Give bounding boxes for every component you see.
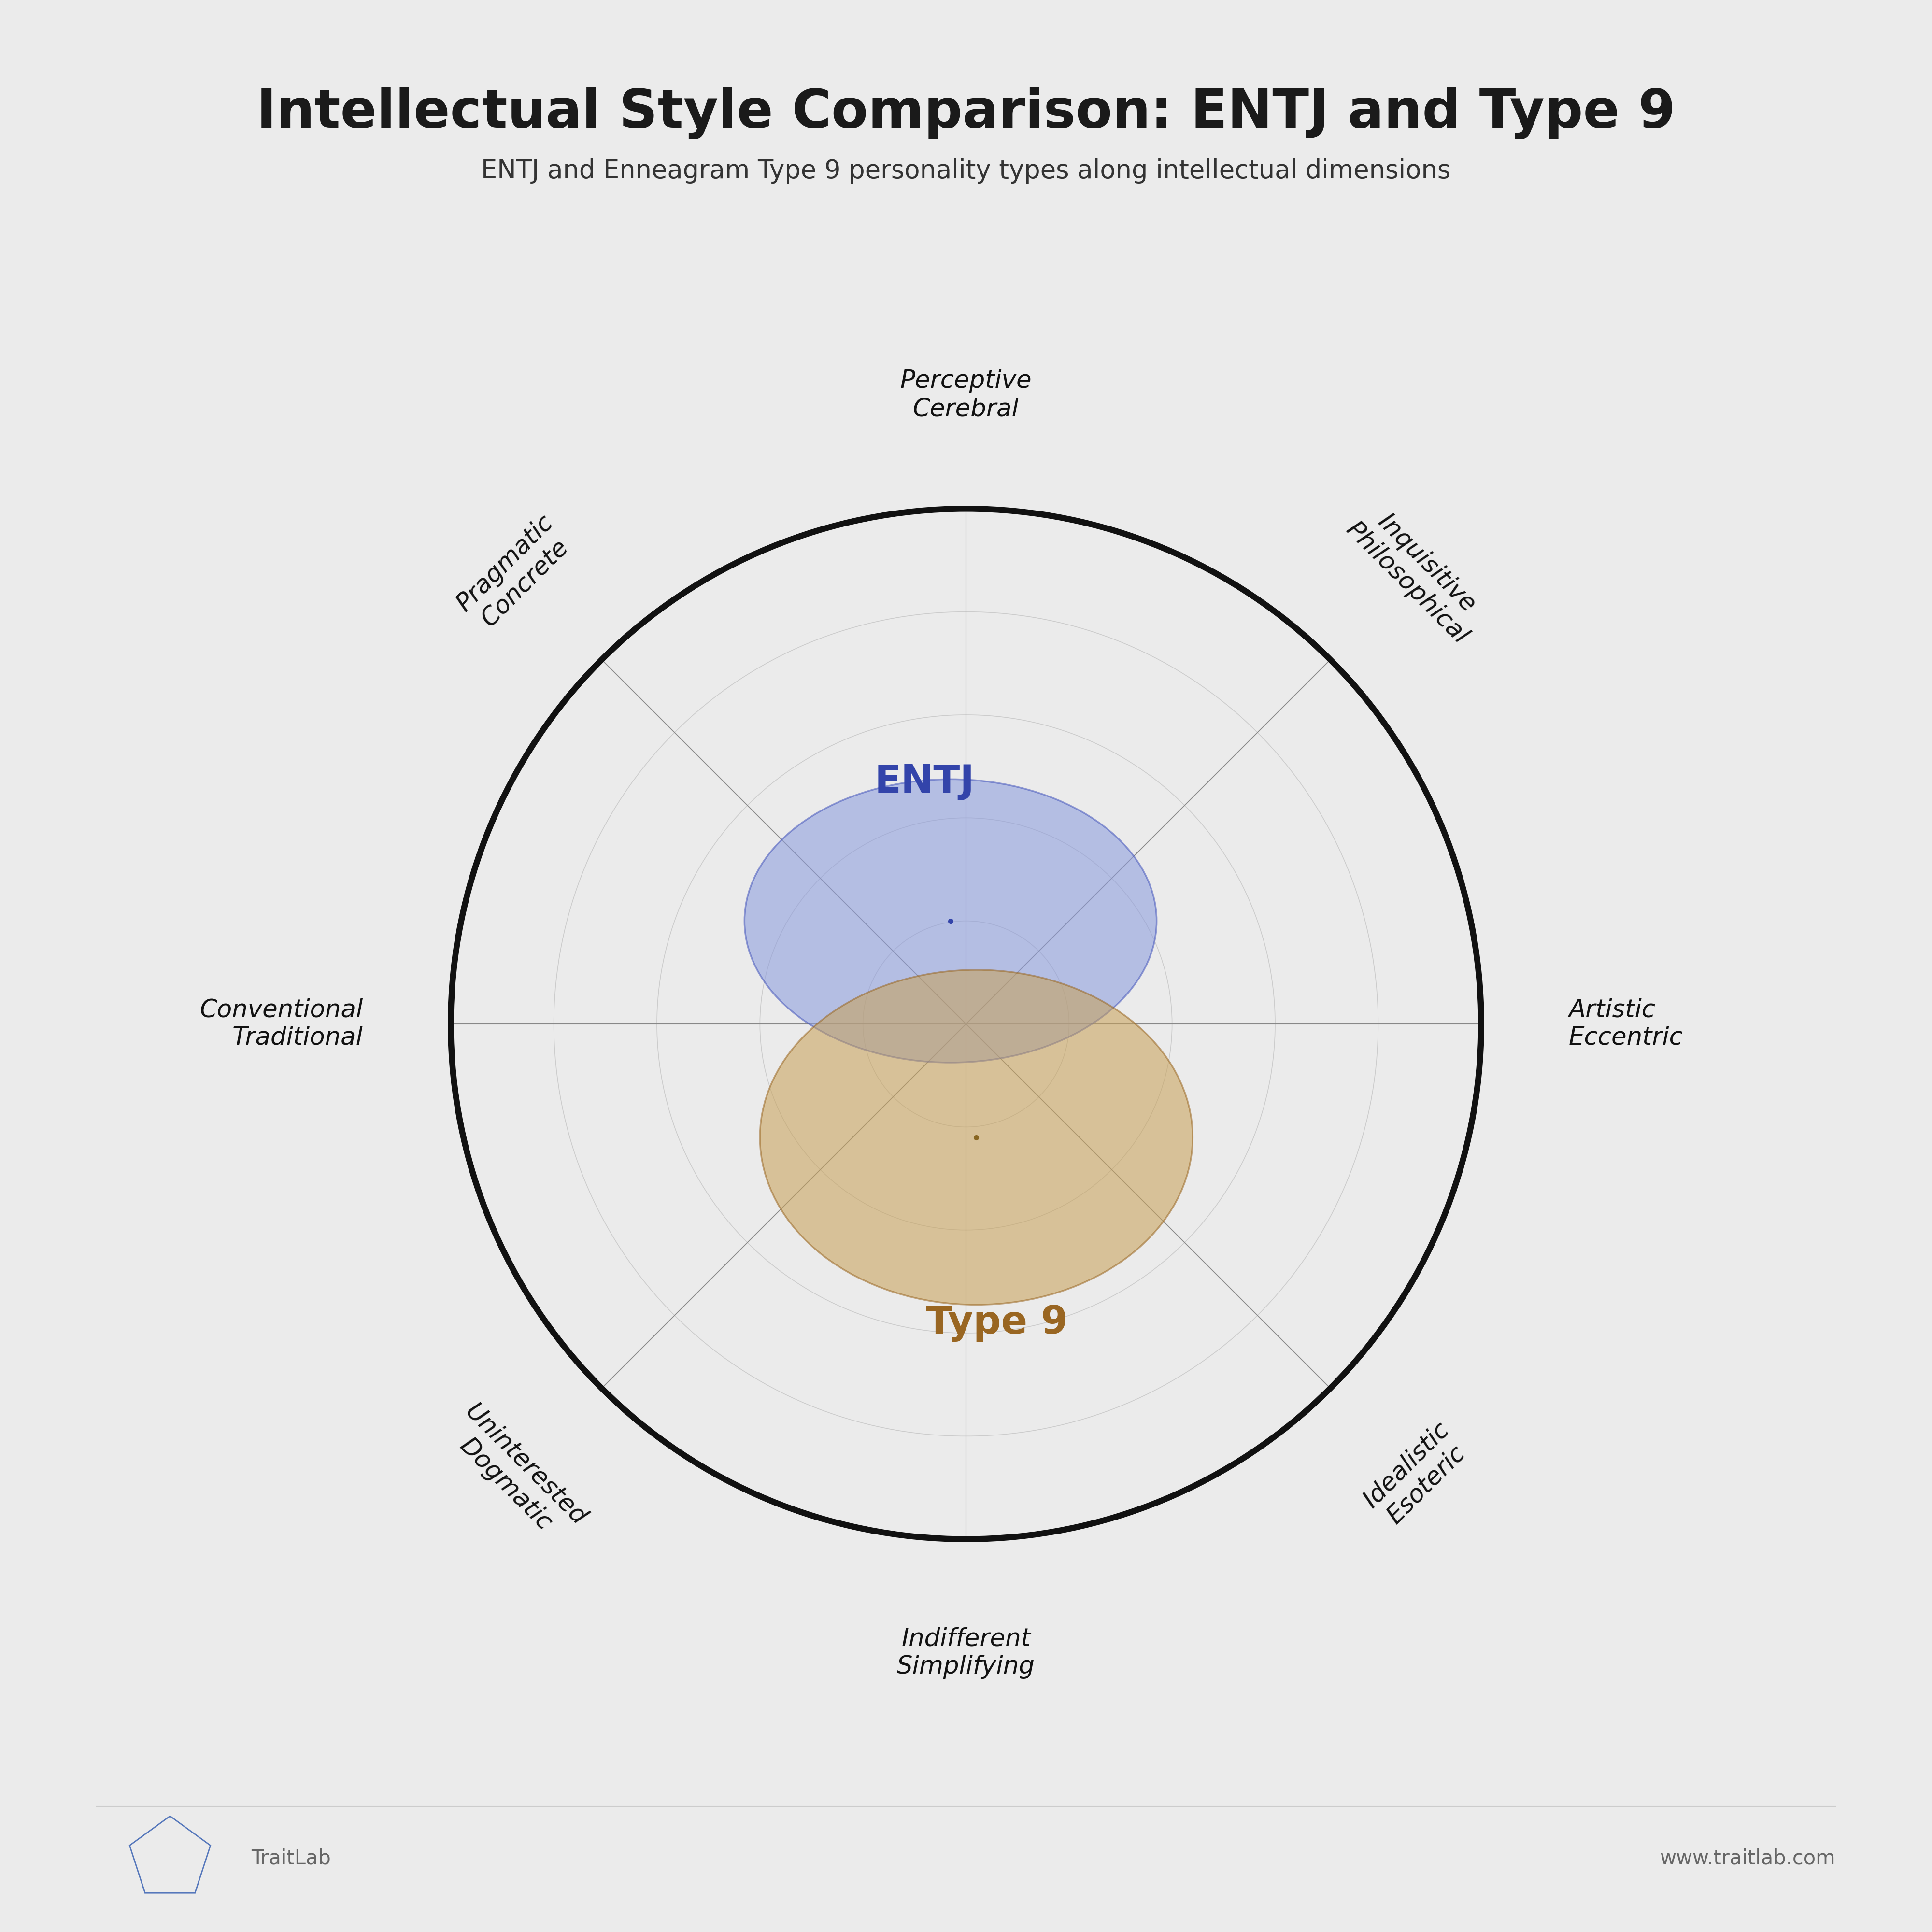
Text: Type 9: Type 9: [925, 1304, 1068, 1341]
Text: Uninterested
Dogmatic: Uninterested Dogmatic: [440, 1399, 591, 1549]
Text: Conventional
Traditional: Conventional Traditional: [199, 999, 363, 1049]
Text: ENTJ and Enneagram Type 9 personality types along intellectual dimensions: ENTJ and Enneagram Type 9 personality ty…: [481, 158, 1451, 184]
Text: Inquisitive
Philosophical: Inquisitive Philosophical: [1341, 498, 1492, 649]
Text: ENTJ: ENTJ: [875, 763, 976, 800]
Text: Artistic
Eccentric: Artistic Eccentric: [1569, 999, 1683, 1049]
Text: Pragmatic
Concrete: Pragmatic Concrete: [452, 510, 578, 636]
Text: Idealistic
Esoteric: Idealistic Esoteric: [1360, 1418, 1474, 1532]
Text: www.traitlab.com: www.traitlab.com: [1660, 1849, 1835, 1868]
Text: Intellectual Style Comparison: ENTJ and Type 9: Intellectual Style Comparison: ENTJ and …: [257, 87, 1675, 139]
Ellipse shape: [759, 970, 1192, 1304]
Ellipse shape: [744, 779, 1157, 1063]
Text: Perceptive
Cerebral: Perceptive Cerebral: [900, 369, 1032, 421]
Text: Indifferent
Simplifying: Indifferent Simplifying: [896, 1627, 1036, 1679]
Text: TraitLab: TraitLab: [251, 1849, 330, 1868]
